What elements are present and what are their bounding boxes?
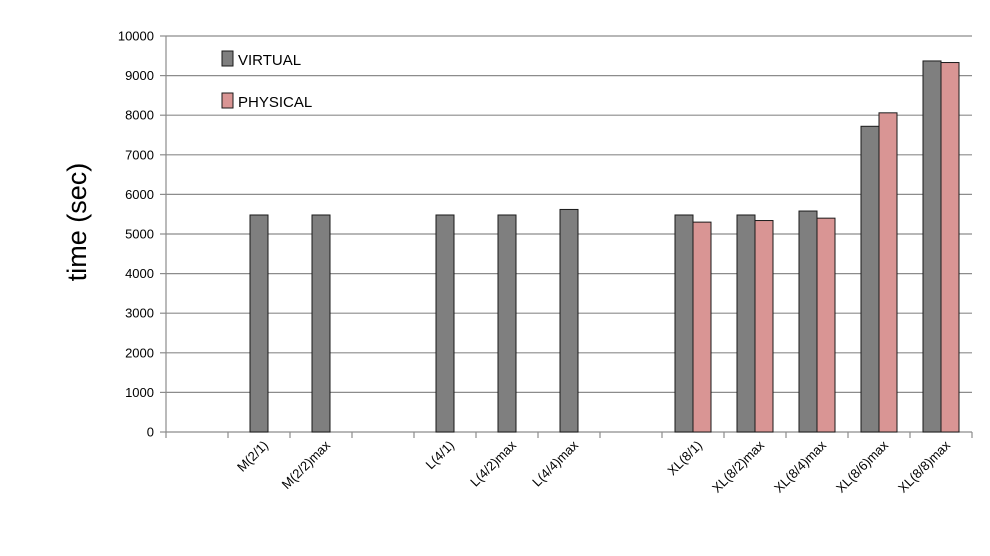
bars <box>249 60 960 433</box>
x-category-label: L(4/4)max <box>529 437 581 489</box>
y-tick-label: 3000 <box>125 306 154 321</box>
y-tick-label: 0 <box>147 425 154 440</box>
x-category-label: L(4/2)max <box>467 437 519 489</box>
physical-bar <box>878 112 898 433</box>
y-tick-label: 2000 <box>125 345 154 360</box>
y-tick-label: 5000 <box>125 227 154 242</box>
y-axis-title: time (sec) <box>62 163 92 282</box>
virtual-bar <box>559 208 579 433</box>
x-category-label: XL(8/4)max <box>771 437 829 495</box>
legend-swatch <box>221 92 234 109</box>
virtual-bar <box>922 60 942 433</box>
x-category-label: XL(8/8)max <box>895 437 953 495</box>
legend-swatch <box>221 50 234 67</box>
x-category-label: M(2/1) <box>234 438 271 475</box>
x-category-label: XL(8/2)max <box>709 437 767 495</box>
y-tick-label: 4000 <box>125 266 154 281</box>
virtual-bar <box>497 214 517 433</box>
virtual-bar <box>674 214 694 433</box>
physical-bar <box>940 62 960 433</box>
y-tick-label: 1000 <box>125 385 154 400</box>
physical-bar <box>816 217 836 433</box>
x-category-label: M(2/2)max <box>279 437 334 492</box>
physical-bar <box>754 220 774 433</box>
virtual-bar <box>860 125 880 433</box>
x-category-label: L(4/1) <box>422 438 457 473</box>
virtual-bar <box>311 214 331 433</box>
x-category-label: XL(8/6)max <box>833 437 891 495</box>
y-tick-label: 9000 <box>125 68 154 83</box>
y-tick-label: 10000 <box>118 29 154 44</box>
x-category-label: XL(8/1) <box>664 438 705 479</box>
legend-label: VIRTUAL <box>238 52 301 69</box>
y-tick-label: 6000 <box>125 187 154 202</box>
virtual-bar <box>736 214 756 433</box>
y-tick-label: 8000 <box>125 108 154 123</box>
virtual-bar <box>798 210 818 433</box>
legend: VIRTUAL PHYSICAL <box>221 50 312 111</box>
virtual-bar <box>249 214 269 433</box>
y-tick-label: 7000 <box>125 147 154 162</box>
legend-label: PHYSICAL <box>238 94 312 111</box>
physical-bar <box>692 221 712 433</box>
virtual-bar <box>435 214 455 433</box>
